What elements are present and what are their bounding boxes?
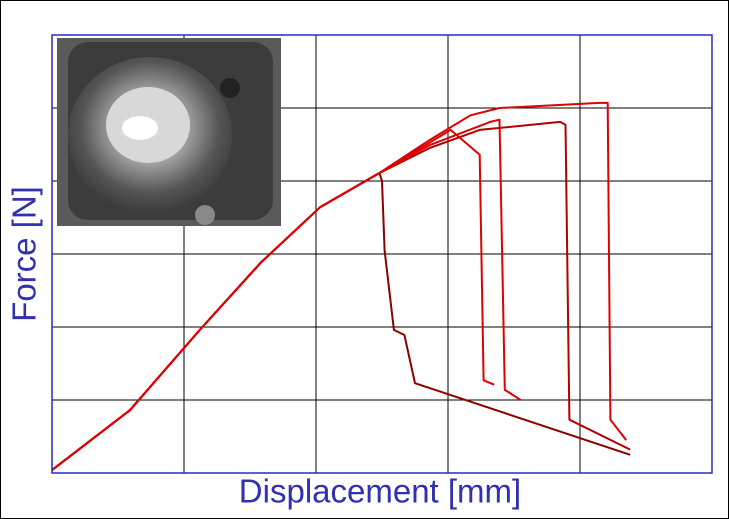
y-axis-label: Force [N] <box>6 186 43 322</box>
x-axis-label: Displacement [mm] <box>239 473 521 510</box>
inset-photo <box>57 38 281 226</box>
curve <box>51 128 495 471</box>
plot-frame <box>51 34 713 474</box>
